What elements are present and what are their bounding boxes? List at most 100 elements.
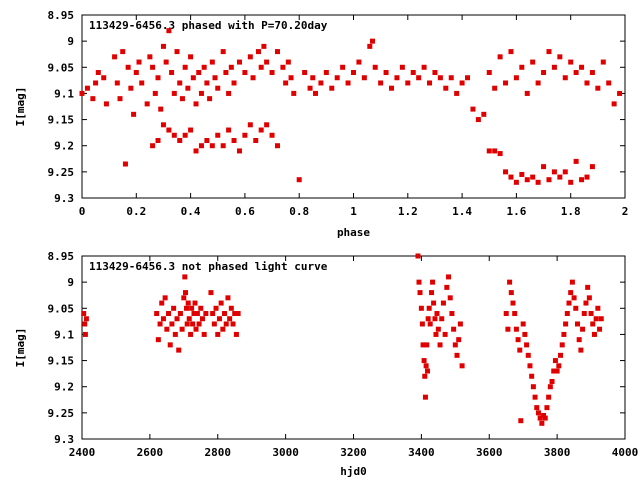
data-point [230,321,236,327]
data-point [83,316,89,322]
data-point [226,127,232,133]
data-point [177,137,183,143]
data-point [160,122,166,128]
data-point [557,54,563,60]
data-point [519,64,525,70]
data-point [90,96,96,102]
data-point [448,75,454,81]
x-tick-label: 0.4 [181,205,201,218]
y-tick-label: 8.95 [48,250,75,263]
x-tick-label: 0.2 [126,205,146,218]
data-point [198,90,204,96]
data-point [399,64,405,70]
data-point [274,49,280,55]
phased-light-curve-plot: 0 0.2 0.4 0.6 0.8 1 1.2 1.4 1.6 1.8 2 8.95 9 9.05 9.1 9… [14,9,628,239]
data-point [133,70,139,76]
data-point [420,342,426,348]
data-point [95,70,101,76]
data-point [193,326,199,332]
data-point [534,405,540,411]
data-point [370,38,376,44]
data-point [154,311,160,317]
data-point [568,59,574,65]
data-point [451,326,457,332]
data-point [439,316,445,322]
data-point [285,59,291,65]
data-point [554,368,560,374]
data-point [189,305,195,311]
x-axis-label: phase [337,226,370,239]
data-point [188,127,194,133]
data-point [216,316,222,322]
data-point [568,179,574,185]
data-series [79,28,623,185]
data-point [424,368,430,374]
data-point [329,85,335,91]
x-tick-label: 0.8 [289,205,309,218]
data-point [432,316,438,322]
y-tick-label: 9.1 [54,87,74,100]
data-point [150,64,156,70]
unphased-light-curve-plot: 2400 2600 2800 3000 3200 3400 3600 3800 4000 8.95… [14,250,638,478]
data-point [198,305,204,311]
data-point [513,179,519,185]
data-point [435,326,441,332]
data-point [136,59,142,65]
y-tick-label: 9.2 [54,381,74,394]
data-point [497,151,503,157]
chart-title: 113429-6456.3 phased with P=70.20day [89,19,328,32]
data-point [519,171,525,177]
data-point [434,311,440,317]
data-point [235,311,241,317]
data-point [423,363,429,369]
data-point [524,90,530,96]
data-point [433,331,439,337]
chart-title: 113429-6456.3 not phased light curve [89,260,328,273]
data-point [427,80,433,86]
data-point [581,311,587,317]
data-point [147,54,153,60]
data-point [232,311,238,317]
data-point [524,177,530,183]
data-point [227,316,233,322]
x-tick-label: 0.6 [235,205,255,218]
data-point [512,311,518,317]
data-point [236,59,242,65]
y-tick-label: 9.1 [54,328,74,341]
data-point [589,70,595,76]
data-point [150,143,156,149]
data-point [220,143,226,149]
data-point [542,415,548,421]
data-point [101,75,107,81]
x-tick-label: 2800 [205,446,232,459]
data-point [269,70,275,76]
data-point [446,274,452,280]
data-point [427,321,433,327]
data-point [103,101,109,107]
data-point [576,337,582,343]
data-point [529,373,535,379]
data-point [579,64,585,70]
data-point [228,305,234,311]
data-point [222,311,228,317]
data-point [541,164,547,170]
data-point [584,80,590,86]
data-point [551,368,557,374]
data-point [443,85,449,91]
data-point [159,300,165,306]
data-point [188,54,194,60]
data-point [185,85,191,91]
data-point [288,75,294,81]
data-point [421,358,427,364]
data-point [573,70,579,76]
data-point [340,64,346,70]
data-point [432,70,438,76]
data-point [561,331,567,337]
data-point [128,85,134,91]
data-point [274,143,280,149]
y-tick-label: 9.3 [54,433,74,446]
data-point [559,342,565,348]
data-point [557,174,563,180]
data-point [196,321,202,327]
data-point [497,54,503,60]
